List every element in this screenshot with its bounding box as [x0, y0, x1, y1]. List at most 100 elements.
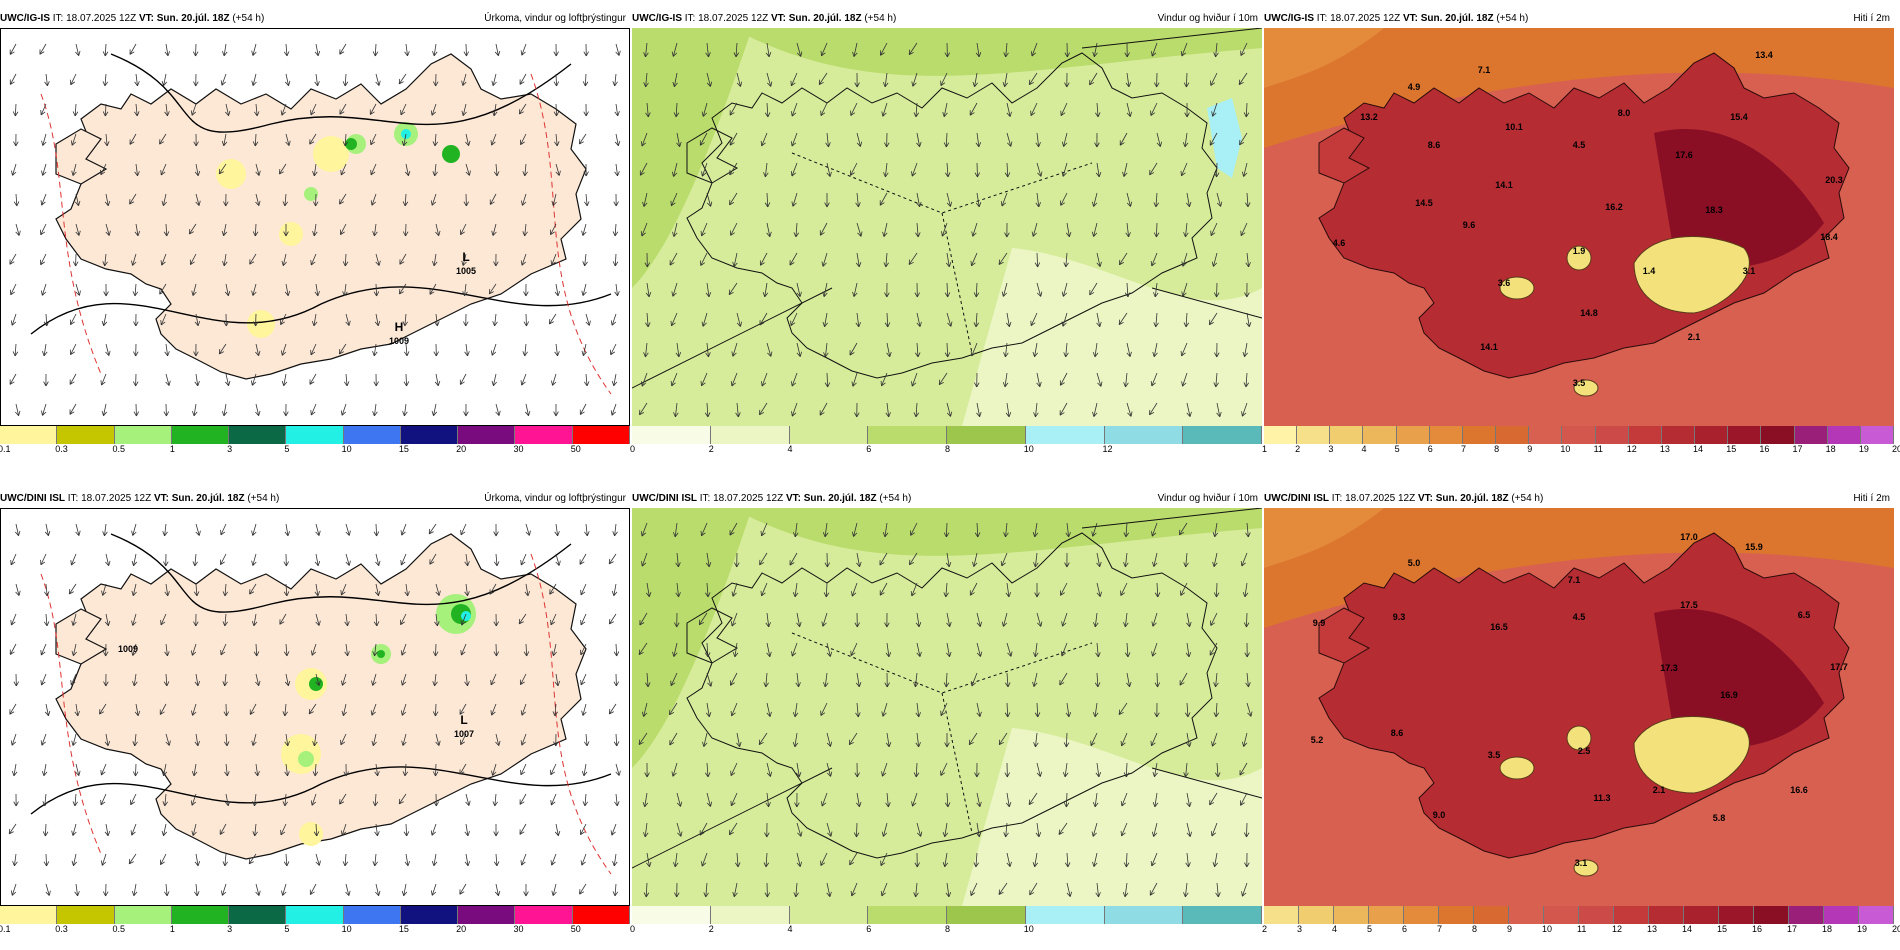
colorbar-swatch: [1827, 426, 1861, 444]
issue-time-label: IT:: [699, 493, 711, 504]
valid-time-label: VT:: [1402, 13, 1418, 24]
colorbar-tick-label: 2: [708, 924, 714, 934]
colorbar-tick-label: 17: [1792, 444, 1803, 454]
colorbar-tick-label: 10: [341, 444, 352, 454]
colorbar-tick-label: 0.1: [0, 444, 11, 454]
temperature-value-label: 5.2: [1311, 735, 1324, 745]
valid-time-label: VT:: [138, 13, 154, 24]
issue-time: 18.07.2025 12Z: [66, 13, 137, 24]
temperature-value-label: 15.4: [1730, 112, 1748, 122]
wind-speed-band: [962, 248, 1262, 426]
colorbar-tick-label: 2: [708, 444, 714, 454]
colorbar-swatch: [1824, 906, 1859, 924]
colorbar: [632, 426, 1262, 444]
precip-area: [299, 822, 323, 846]
colorbar-swatch: [868, 906, 947, 924]
map-panel-wind: UWC/DINI ISL IT: 18.07.2025 12Z VT: Sun.…: [630, 490, 1262, 950]
temperature-value-label: 1.4: [1643, 266, 1656, 276]
colorbar-tick-label: 20: [456, 444, 467, 454]
colorbar-swatch: [1396, 426, 1430, 444]
valid-time: Sun. 20.júl. 18Z: [803, 493, 877, 504]
colorbar-swatch: [1363, 426, 1397, 444]
wind-vector-field: [8, 523, 621, 897]
temperature-band: [1264, 28, 1384, 88]
colorbar-swatch: [1509, 906, 1544, 924]
lead-time: (+54 h): [864, 13, 897, 24]
colorbar-ticks: 0 2 4 6 8 10 12: [630, 444, 1262, 458]
colorbar-tick-label: 5: [284, 924, 290, 934]
model-name: UWC/IG-IS: [1264, 13, 1314, 24]
colorbar-tick-label: 11: [1577, 924, 1587, 934]
map-panel-precip: UWC/DINI ISL IT: 18.07.2025 12Z VT: Sun.…: [0, 490, 630, 950]
colorbar-swatch: [1025, 426, 1105, 444]
colorbar: [1264, 426, 1894, 444]
colorbar-tick-label: 9: [1527, 444, 1533, 454]
colorbar-swatch: [947, 906, 1026, 924]
panel-header: UWC/DINI ISL IT: 18.07.2025 12Z VT: Sun.…: [1264, 490, 1894, 508]
temperature-value-label: 14.1: [1480, 342, 1498, 352]
temperature-value-label: 3.5: [1488, 750, 1501, 760]
colorbar-tick-label: 15: [1726, 444, 1737, 454]
map-panel-temp: UWC/DINI ISL IT: 18.07.2025 12Z VT: Sun.…: [1262, 490, 1900, 950]
colorbar-tick-label: 13: [1659, 444, 1670, 454]
map-canvas: [632, 508, 1262, 906]
issue-time-label: IT:: [684, 13, 696, 24]
colorbar-swatch: [789, 426, 869, 444]
glacier-cold-area: [1566, 245, 1592, 271]
issue-time: 18.07.2025 12Z: [698, 13, 769, 24]
temperature-value-label: 16.6: [1790, 785, 1808, 795]
colorbar: [0, 906, 630, 924]
colorbar-tick-label: 20: [1892, 924, 1900, 934]
colorbar-ticks: 0 2 4 6 8 10: [630, 924, 1262, 938]
colorbar-tick-label: 8: [1472, 924, 1478, 934]
temperature-value-label: 5.0: [1408, 558, 1421, 568]
issue-time: 18.07.2025 12Z: [1330, 13, 1401, 24]
colorbar-tick-label: 7: [1437, 924, 1443, 934]
wind-speed-band: [632, 508, 752, 768]
colorbar-tick-label: 14: [1682, 924, 1693, 934]
temperature-value-label: 20.3: [1825, 175, 1843, 185]
temperature-value-label: 3.1: [1575, 858, 1588, 868]
colorbar-tick-label: 0: [630, 444, 636, 454]
temperature-isoline: [530, 73, 612, 395]
precip-area: [247, 310, 275, 338]
colorbar-swatch: [515, 906, 573, 924]
panel-header: UWC/DINI ISL IT: 18.07.2025 12Z VT: Sun.…: [632, 490, 1262, 508]
colorbar-tick-label: 0.3: [55, 444, 68, 454]
temperature-value-label: 17.7: [1830, 662, 1848, 672]
colorbar-tick-label: 0.5: [112, 444, 126, 454]
colorbar-swatch: [1649, 906, 1684, 924]
colorbar-swatch: [1439, 906, 1474, 924]
iceland-landmass: [55, 53, 587, 380]
temperature-value-label: 1.9: [1573, 246, 1586, 256]
colorbar-ticks: 0.1 0.3 0.5 1 3 5 10 15 20 30 50: [0, 444, 630, 458]
colorbar-swatch: [572, 906, 630, 924]
colorbar-swatch: [1728, 426, 1762, 444]
colorbar-swatch: [114, 906, 172, 924]
colorbar-tick-label: 8: [1494, 444, 1500, 454]
temperature-value-label: 14.1: [1495, 180, 1513, 190]
precip-area: [461, 611, 471, 621]
westfjords-temperature: [1318, 127, 1371, 184]
westfjords-outline: [55, 128, 108, 185]
colorbar-swatch: [229, 426, 287, 444]
colorbar-swatch: [1104, 906, 1184, 924]
map-svg: 13.4 7.1 4.9 13.2 10.1 8.0 15.4 4.5 8.6 17.6 20.3 1…: [1264, 28, 1894, 426]
colorbar-tick-label: 15: [1717, 924, 1728, 934]
colorbar-swatch: [1183, 426, 1262, 444]
sea-area-boundary: [632, 508, 1262, 869]
colorbar-tick-label: 16: [1752, 924, 1763, 934]
temperature-value-label: 3.6: [1498, 278, 1511, 288]
colorbar-swatch: [458, 906, 516, 924]
colorbar-tick-label: 12: [1612, 924, 1623, 934]
issue-time: 18.07.2025 12Z: [81, 493, 152, 504]
pressure-center-type: H: [395, 320, 404, 334]
temperature-value-label: 9.6: [1463, 220, 1476, 230]
colorbar-swatch: [1462, 426, 1497, 444]
temperature-value-label: 17.6: [1675, 150, 1693, 160]
colorbar-swatch: [400, 426, 459, 444]
panel-title: Vindur og hviður í 10m: [1157, 13, 1258, 24]
precip-area: [279, 222, 303, 246]
precip-area: [304, 187, 318, 201]
map-panel-temp: UWC/IG-IS IT: 18.07.2025 12Z VT: Sun. 20…: [1262, 10, 1900, 470]
